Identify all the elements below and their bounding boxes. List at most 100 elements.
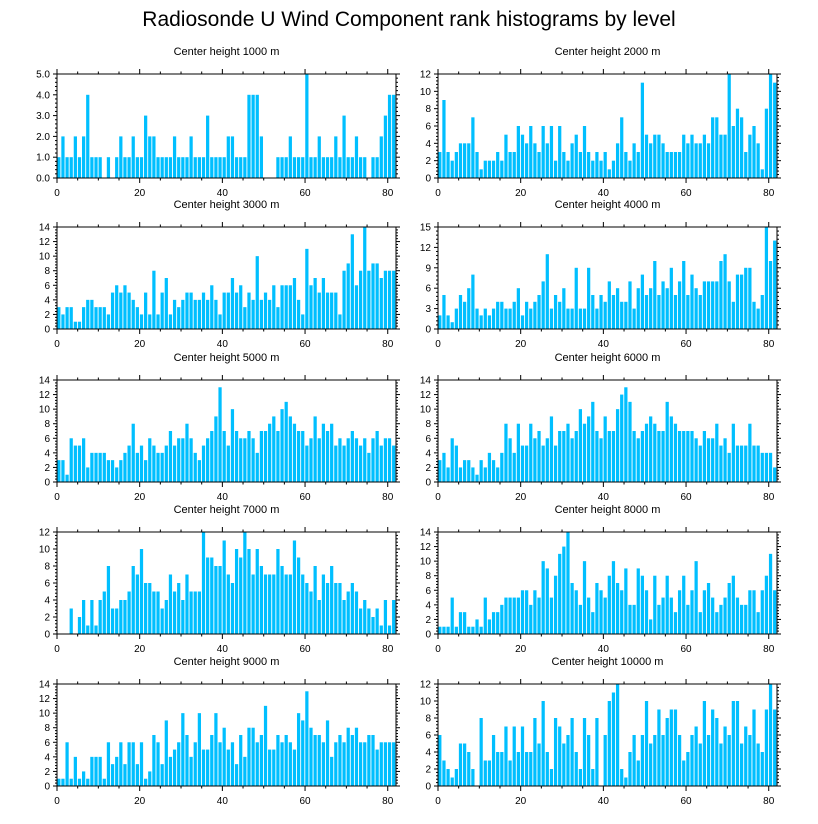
bar [309, 157, 313, 178]
y-tick-label: 0 [44, 630, 50, 641]
bar [86, 94, 90, 178]
bar [185, 157, 189, 178]
bar [371, 438, 375, 482]
bar [529, 604, 533, 634]
bar [475, 308, 479, 329]
bar [367, 452, 371, 482]
y-tick-label: 2 [425, 615, 431, 626]
bar [632, 604, 636, 634]
bar [148, 438, 152, 482]
bar [135, 574, 139, 634]
chart-panel-2: Center height 2000 m 0 2 4 6 8 10 12 0 20 40 60 80 [420, 46, 781, 199]
bar [325, 720, 330, 786]
bar [243, 307, 247, 329]
x-tick-label: 20 [134, 644, 146, 655]
bar [321, 423, 326, 482]
bar [172, 299, 177, 329]
bar [682, 575, 686, 634]
bar [657, 431, 661, 482]
bar [644, 590, 649, 634]
bar [189, 591, 193, 634]
bar [566, 735, 570, 786]
plot-frame [56, 683, 397, 787]
bar [135, 307, 139, 329]
y-tick-label: 6 [425, 122, 431, 133]
bar [102, 778, 106, 786]
bar [467, 752, 471, 786]
bar [363, 438, 367, 482]
bar [566, 308, 570, 329]
bar [649, 416, 653, 482]
bar [537, 295, 541, 329]
bar [739, 743, 744, 786]
bar [475, 152, 479, 178]
bar [657, 604, 661, 634]
bar [321, 278, 326, 329]
bar [268, 749, 272, 786]
bar [259, 431, 264, 482]
chart-panel-9: Center height 9000 m 0 2 4 6 8 10 12 14 0 20 40 60 80 [39, 656, 400, 807]
x-tick-label: 80 [763, 492, 775, 503]
bar [553, 445, 558, 482]
y-tick-label: 8 [44, 419, 50, 430]
bar [206, 749, 210, 786]
bar [251, 299, 255, 329]
bar [463, 743, 467, 786]
bar [731, 423, 735, 482]
bar [123, 452, 127, 482]
bar [467, 626, 471, 634]
x-tick-label: 0 [435, 188, 441, 199]
bar [139, 445, 144, 482]
bar [296, 157, 301, 178]
x-tick-label: 20 [134, 796, 146, 807]
bar [491, 460, 496, 482]
bar [189, 292, 193, 329]
bar [578, 308, 582, 329]
bar [529, 126, 533, 178]
bar [636, 438, 640, 482]
bar [719, 743, 723, 786]
bar [73, 136, 77, 178]
bar [263, 431, 268, 482]
plot-frame [56, 226, 397, 330]
bar [731, 701, 735, 786]
bar [665, 288, 669, 329]
bar [698, 612, 702, 634]
bar [768, 261, 773, 329]
bar [760, 590, 764, 634]
bar [764, 452, 769, 482]
y-tick-label: 0 [425, 782, 431, 793]
bar [251, 574, 255, 634]
bar [739, 274, 744, 329]
bar [123, 285, 127, 329]
bar [479, 460, 483, 482]
bar [338, 583, 342, 634]
bar [334, 583, 338, 634]
bar [731, 301, 735, 329]
bar [280, 742, 284, 786]
bar [98, 307, 102, 329]
bar [214, 299, 218, 329]
bar [296, 431, 301, 482]
bar [471, 467, 475, 482]
bar [185, 574, 189, 634]
bar [325, 157, 330, 178]
y-tick-label: 12 [420, 70, 432, 81]
bar [90, 600, 94, 634]
bar [317, 735, 321, 786]
bar [467, 460, 471, 482]
bar [387, 438, 392, 482]
bar [562, 431, 566, 482]
x-tick-label: 60 [299, 188, 311, 199]
bar [463, 612, 467, 634]
bar [582, 126, 587, 178]
bar [230, 278, 235, 329]
bar [210, 557, 214, 634]
bar [752, 301, 756, 329]
bar [682, 760, 686, 786]
bar [438, 315, 442, 329]
bar [276, 431, 280, 482]
bar [222, 292, 226, 329]
bar [706, 583, 711, 634]
bar [570, 583, 574, 634]
